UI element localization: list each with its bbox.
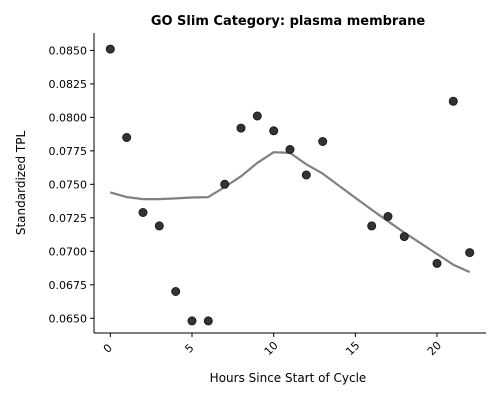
x-tick-label: 20 — [425, 339, 444, 358]
data-point — [220, 179, 230, 189]
data-point — [383, 212, 393, 221]
data-point — [465, 248, 475, 258]
axes — [93, 33, 486, 334]
data-point — [236, 123, 246, 133]
y-tick-label: 0.0675 — [49, 279, 88, 292]
data-point — [318, 137, 328, 146]
x-tick-label: 5 — [182, 341, 196, 355]
data-point — [171, 287, 181, 296]
data-point — [105, 44, 115, 54]
x-axis-label: Hours Since Start of Cycle — [210, 371, 367, 385]
data-point — [301, 170, 311, 180]
y-tick-label: 0.0775 — [49, 145, 88, 158]
y-tick-label: 0.0700 — [49, 245, 88, 258]
trend-line-group — [109, 151, 471, 274]
trend-line — [109, 151, 471, 274]
chart-title: GO Slim Category: plasma membrane — [151, 14, 426, 29]
data-point — [187, 316, 197, 326]
data-point — [448, 96, 458, 106]
x-tick-label: 15 — [343, 339, 362, 358]
data-points — [105, 44, 475, 326]
data-point — [367, 221, 377, 231]
x-tick-label: 0 — [101, 341, 115, 355]
y-tick-label: 0.0825 — [49, 78, 88, 91]
data-point — [285, 145, 295, 154]
data-point — [203, 316, 213, 326]
data-point — [432, 258, 442, 268]
y-tick-label: 0.0750 — [49, 178, 88, 191]
y-ticks: 0.0650 0.0675 0.0700 0.0725 0.0750 0.0775 0.08… — [49, 44, 94, 325]
data-point — [399, 232, 409, 242]
x-ticks: 0 5 10 15 20 — [101, 333, 444, 358]
x-tick-label: 10 — [262, 339, 281, 358]
y-tick-label: 0.0800 — [49, 111, 88, 124]
y-tick-label: 0.0650 — [49, 312, 88, 325]
data-point — [122, 133, 132, 142]
data-point — [138, 208, 148, 217]
data-point — [269, 126, 279, 136]
y-tick-label: 0.0725 — [49, 212, 88, 225]
y-axis-label: Standardized TPL — [14, 131, 28, 236]
data-point — [252, 111, 262, 121]
y-tick-label: 0.0850 — [49, 44, 88, 57]
data-point — [154, 221, 164, 231]
